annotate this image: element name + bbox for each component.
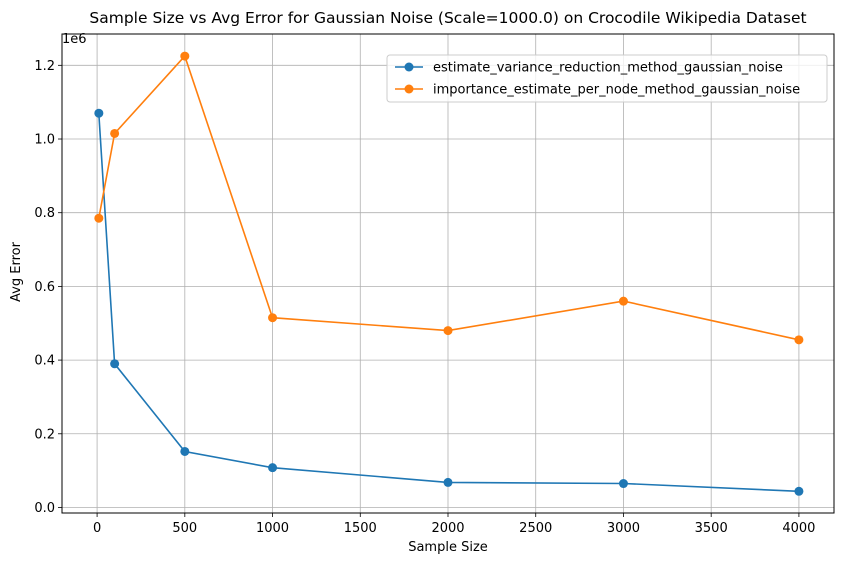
x-tick-label: 0 bbox=[93, 521, 101, 536]
x-tick-label: 3500 bbox=[695, 521, 728, 536]
data-point bbox=[110, 128, 120, 138]
data-point bbox=[180, 51, 190, 61]
legend-box bbox=[386, 54, 828, 103]
y-axis-label: Avg Error bbox=[9, 241, 24, 302]
y-tick-label: 0.6 bbox=[34, 280, 55, 295]
y-tick-label: 0.4 bbox=[34, 354, 55, 369]
data-point bbox=[110, 359, 120, 369]
series-layer bbox=[94, 51, 804, 496]
y-tick-label: 1.0 bbox=[34, 133, 55, 148]
y-tick-label: 0.2 bbox=[34, 427, 55, 442]
y-tick-label: 0.0 bbox=[34, 501, 55, 516]
legend-label: estimate_variance_reduction_method_gauss… bbox=[433, 61, 783, 76]
x-tick-label: 4000 bbox=[782, 521, 815, 536]
data-point bbox=[794, 335, 804, 345]
legend-marker bbox=[404, 62, 414, 72]
data-point bbox=[618, 479, 628, 489]
data-point bbox=[94, 108, 104, 118]
y-tick-label: 1.2 bbox=[34, 59, 55, 74]
data-point bbox=[443, 326, 453, 336]
legend: estimate_variance_reduction_method_gauss… bbox=[386, 54, 828, 103]
data-point bbox=[268, 463, 278, 473]
series-1 bbox=[94, 108, 804, 496]
x-tick-label: 3000 bbox=[607, 521, 640, 536]
x-tick-label: 1500 bbox=[344, 521, 377, 536]
y-tick-label: 0.8 bbox=[34, 206, 55, 221]
x-tick-label: 2500 bbox=[519, 521, 552, 536]
axis-ticks: 0 500 1000 1500 2000 2500 3000 3500 4000 0.0 0.2 0.… bbox=[34, 59, 815, 536]
legend-marker bbox=[404, 84, 414, 94]
data-point bbox=[180, 446, 190, 456]
data-point bbox=[794, 486, 804, 496]
legend-entry: importance_estimate_per_node_method_gaus… bbox=[395, 83, 800, 98]
data-point bbox=[94, 213, 104, 223]
series-2 bbox=[94, 51, 804, 345]
x-tick-label: 500 bbox=[172, 521, 197, 536]
x-axis-label: Sample Size bbox=[408, 540, 488, 555]
y-axis-offset-label: 1e6 bbox=[62, 32, 87, 47]
data-point bbox=[618, 296, 628, 306]
data-point bbox=[443, 477, 453, 487]
legend-entry: estimate_variance_reduction_method_gauss… bbox=[395, 61, 783, 76]
legend-label: importance_estimate_per_node_method_gaus… bbox=[433, 83, 800, 98]
chart-title: Sample Size vs Avg Error for Gaussian No… bbox=[89, 9, 806, 27]
data-point bbox=[268, 313, 278, 323]
x-tick-label: 2000 bbox=[431, 521, 464, 536]
x-tick-label: 1000 bbox=[256, 521, 289, 536]
grid bbox=[62, 34, 834, 513]
